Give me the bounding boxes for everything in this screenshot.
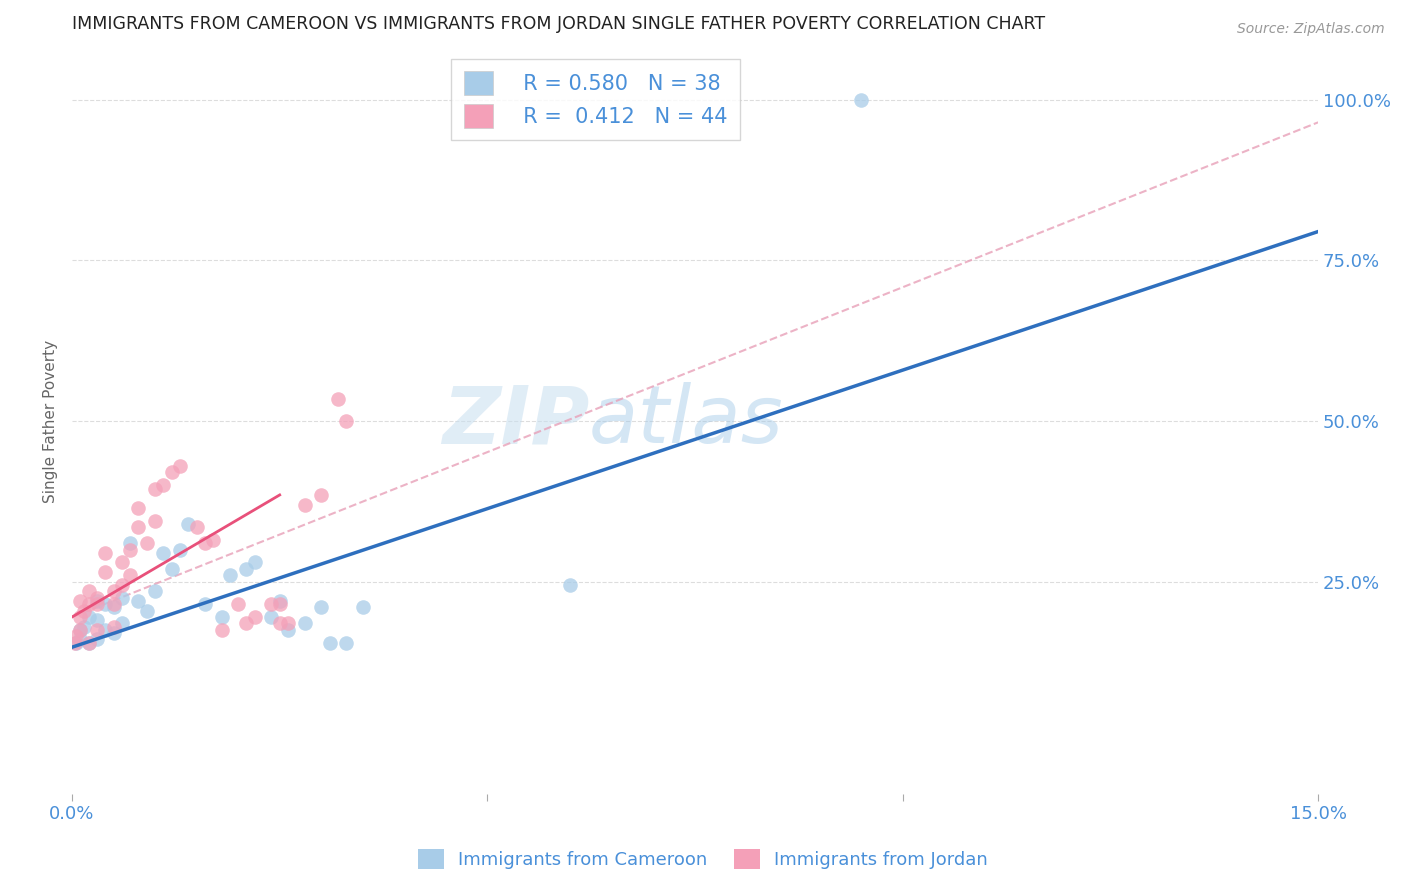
Point xyxy=(94,597,117,611)
Point xyxy=(86,597,108,611)
Point xyxy=(69,623,91,637)
Point xyxy=(65,636,87,650)
Point xyxy=(120,542,142,557)
Text: ZIP: ZIP xyxy=(441,382,589,460)
Point xyxy=(77,610,100,624)
Point xyxy=(86,594,108,608)
Point xyxy=(127,520,149,534)
Point xyxy=(103,597,125,611)
Point xyxy=(260,597,283,611)
Point xyxy=(160,466,183,480)
Point xyxy=(86,632,108,647)
Point xyxy=(211,610,233,624)
Point xyxy=(309,488,332,502)
Point xyxy=(69,623,91,637)
Point xyxy=(152,478,174,492)
Point xyxy=(94,546,117,560)
Point xyxy=(94,565,117,579)
Point xyxy=(277,616,299,631)
Point xyxy=(269,597,291,611)
Point xyxy=(120,536,142,550)
Point xyxy=(318,636,340,650)
Point xyxy=(260,610,283,624)
Point xyxy=(111,578,134,592)
Point xyxy=(65,629,87,643)
Point xyxy=(177,516,200,531)
Point xyxy=(160,562,183,576)
Point xyxy=(152,546,174,560)
Point xyxy=(226,597,249,611)
Point xyxy=(69,610,91,624)
Point xyxy=(143,514,166,528)
Point xyxy=(143,584,166,599)
Legend:   R = 0.580   N = 38,   R =  0.412   N = 44: R = 0.580 N = 38, R = 0.412 N = 44 xyxy=(451,59,740,140)
Point xyxy=(218,568,240,582)
Point xyxy=(211,623,233,637)
Point xyxy=(69,632,91,647)
Y-axis label: Single Father Poverty: Single Father Poverty xyxy=(44,340,58,502)
Point xyxy=(326,392,349,406)
Point xyxy=(335,414,357,428)
Point xyxy=(111,591,134,605)
Point xyxy=(77,636,100,650)
Point xyxy=(143,482,166,496)
Point xyxy=(352,600,374,615)
Point xyxy=(243,555,266,569)
Point xyxy=(69,594,91,608)
Point xyxy=(103,620,125,634)
Point xyxy=(103,584,125,599)
Point xyxy=(269,616,291,631)
Point xyxy=(235,616,257,631)
Point xyxy=(194,597,217,611)
Point xyxy=(294,616,316,631)
Point xyxy=(77,636,100,650)
Point xyxy=(202,533,225,547)
Point xyxy=(309,600,332,615)
Point xyxy=(243,610,266,624)
Point xyxy=(86,613,108,627)
Point xyxy=(127,594,149,608)
Point xyxy=(86,623,108,637)
Point xyxy=(86,591,108,605)
Point xyxy=(194,536,217,550)
Point xyxy=(111,555,134,569)
Point xyxy=(277,623,299,637)
Point xyxy=(186,520,208,534)
Point xyxy=(94,623,117,637)
Point xyxy=(103,600,125,615)
Point xyxy=(294,498,316,512)
Point xyxy=(77,597,100,611)
Text: Source: ZipAtlas.com: Source: ZipAtlas.com xyxy=(1237,22,1385,37)
Point xyxy=(77,584,100,599)
Point xyxy=(103,626,125,640)
Point xyxy=(135,604,157,618)
Text: IMMIGRANTS FROM CAMEROON VS IMMIGRANTS FROM JORDAN SINGLE FATHER POVERTY CORRELA: IMMIGRANTS FROM CAMEROON VS IMMIGRANTS F… xyxy=(72,15,1045,33)
Point xyxy=(235,562,257,576)
Point xyxy=(269,594,291,608)
Point xyxy=(851,93,873,107)
Point xyxy=(169,542,191,557)
Point xyxy=(73,604,96,618)
Point xyxy=(73,620,96,634)
Point xyxy=(127,500,149,515)
Legend: Immigrants from Cameroon, Immigrants from Jordan: Immigrants from Cameroon, Immigrants fro… xyxy=(409,839,997,879)
Point xyxy=(135,536,157,550)
Point xyxy=(63,636,86,650)
Point xyxy=(169,458,191,473)
Point xyxy=(111,616,134,631)
Point xyxy=(560,578,582,592)
Point xyxy=(335,636,357,650)
Point xyxy=(120,568,142,582)
Text: atlas: atlas xyxy=(589,382,785,460)
